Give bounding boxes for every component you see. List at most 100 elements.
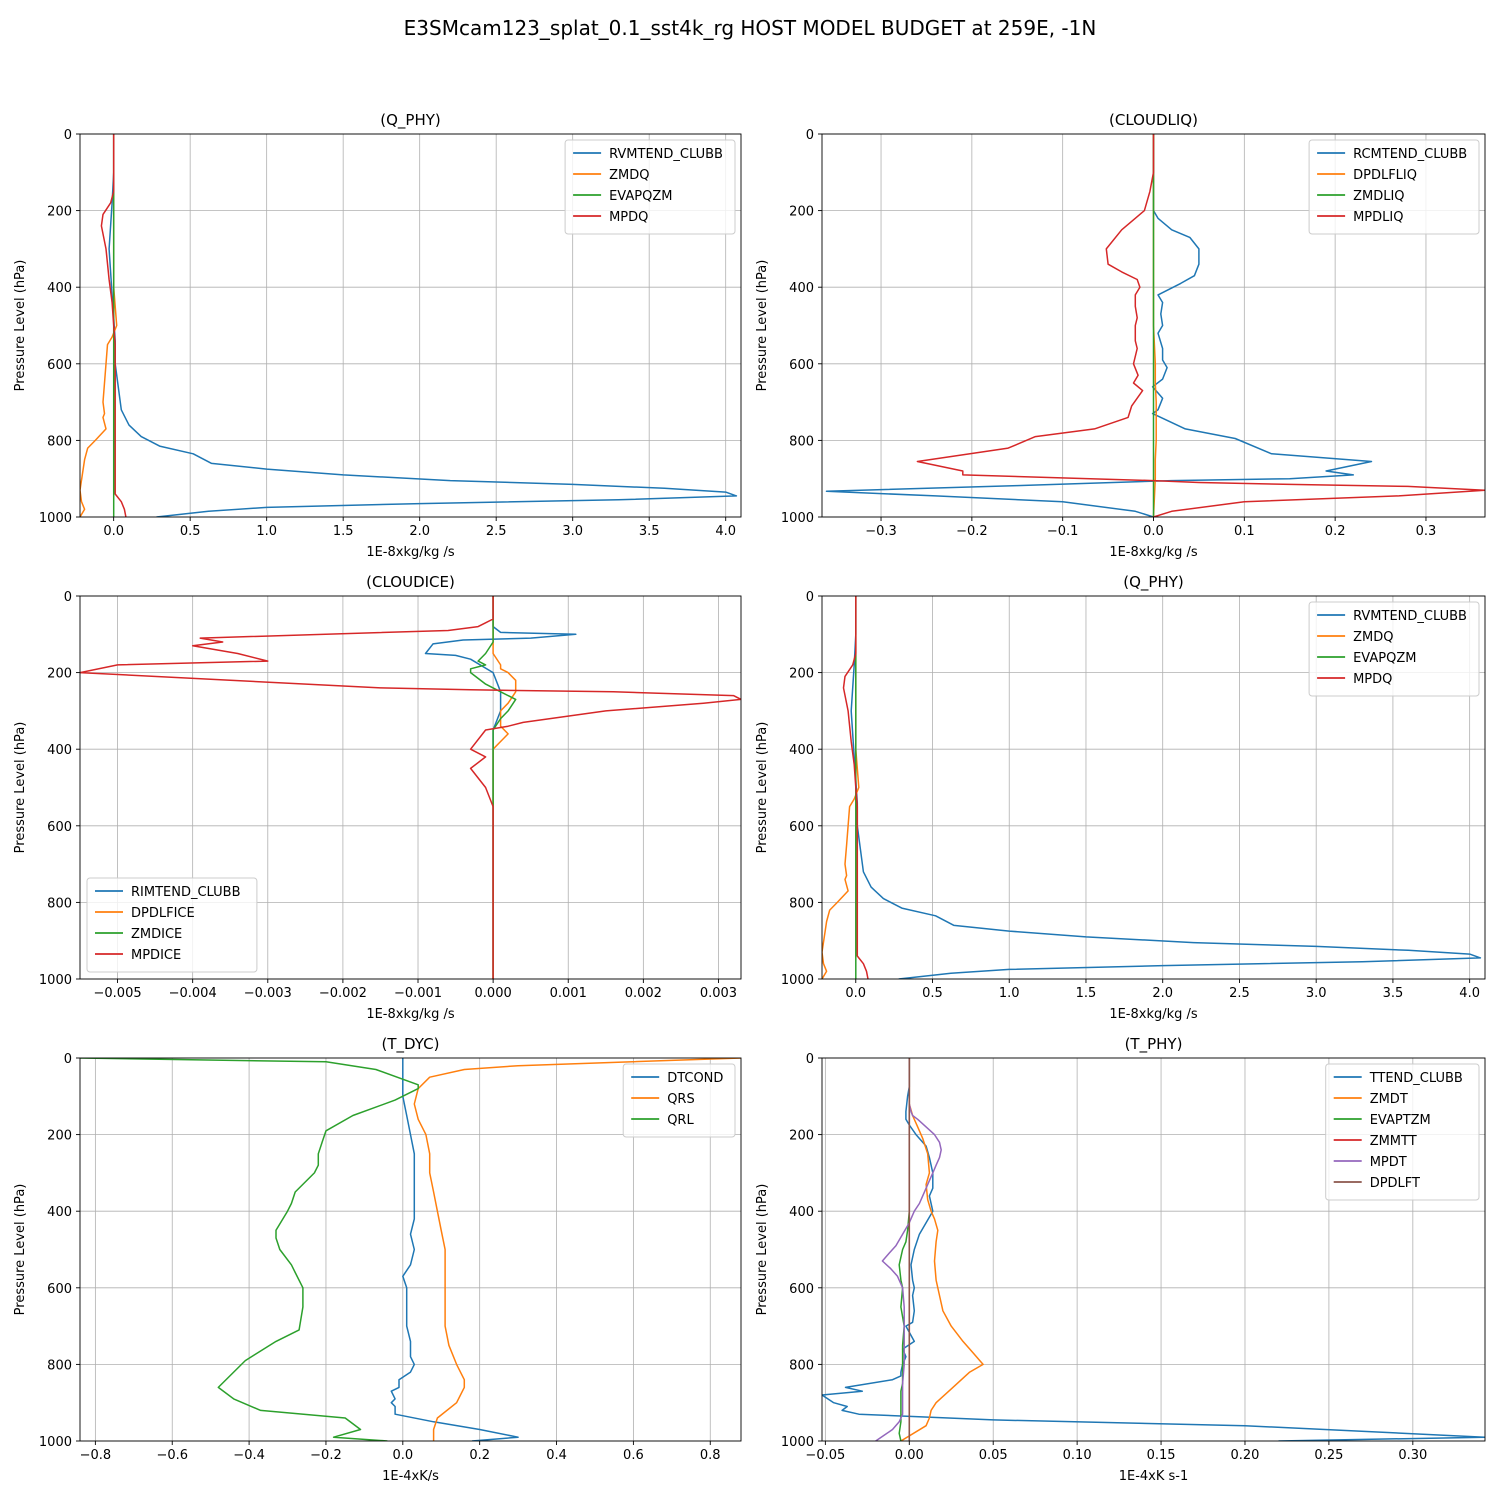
series-line-evaptzm <box>898 1058 911 1441</box>
y-tick-label: 0 <box>806 590 814 605</box>
x-tick-label: 0.5 <box>180 524 201 539</box>
series-line-zmdt <box>900 1058 984 1441</box>
y-tick-label: 400 <box>789 281 814 296</box>
series-group <box>80 1058 741 1441</box>
x-tick-label: 0.0 <box>1143 524 1164 539</box>
x-tick-label: −0.004 <box>169 986 217 1001</box>
legend-label: EVAPQZM <box>1353 651 1416 666</box>
chart-panel-6: −0.05 0.00 0.05 0.10 0.15 0.20 0.25 0.30 0 200 400… <box>755 1035 1486 1484</box>
y-tick-label: 800 <box>47 1358 72 1373</box>
y-tick-label: 200 <box>789 667 814 682</box>
x-tick-label: 3.5 <box>1383 986 1404 1001</box>
y-tick-label: 200 <box>789 205 814 220</box>
x-tick-label: −0.002 <box>319 986 367 1001</box>
legend-label: ZMDQ <box>609 168 649 183</box>
series-line-zmdq <box>822 596 860 979</box>
axes-frame <box>79 133 742 518</box>
y-tick-label: 400 <box>47 1205 72 1220</box>
y-tick-label: 0 <box>64 1052 72 1067</box>
x-tick-label: 1.5 <box>1076 986 1097 1001</box>
legend-label: EVAPTZM <box>1370 1113 1431 1128</box>
x-tick-label: −0.003 <box>244 986 292 1001</box>
x-tick-label: 3.0 <box>562 524 583 539</box>
y-tick-label: 200 <box>47 205 72 220</box>
series-group <box>822 596 1482 979</box>
series-line-qrs <box>413 1058 741 1441</box>
legend: TTEND_CLUBB ZMDT EVAPTZM ZMMTT MPDT DPDLFT <box>1325 1063 1480 1201</box>
x-tick-label: 2.5 <box>486 524 507 539</box>
x-tick-label: 0.002 <box>625 986 662 1001</box>
chart-panel-5: −0.8 −0.6 −0.4 −0.2 0.0 0.2 0.4 0.6 0.8 0 200 400 60… <box>13 1035 742 1484</box>
x-tick-label: −0.6 <box>156 1448 188 1463</box>
axes-frame <box>821 1057 1486 1442</box>
legend-frame <box>86 877 258 973</box>
legend-frame <box>564 139 736 235</box>
y-tick-label: 400 <box>47 743 72 758</box>
x-axis-label: 1E-4xK/s <box>382 1469 439 1484</box>
series-line-mpdq <box>100 134 127 517</box>
axes-frame <box>821 595 1486 980</box>
y-tick-label: 800 <box>789 434 814 449</box>
series-line-zmdice <box>469 596 517 979</box>
y-tick-label: 800 <box>47 896 72 911</box>
x-tick-label: −0.3 <box>865 524 897 539</box>
chart-title: (Q_PHY) <box>1123 573 1184 592</box>
x-tick-label: −0.1 <box>1047 524 1079 539</box>
chart-title: (T_DYC) <box>382 1035 440 1054</box>
x-tick-label: −0.2 <box>956 524 988 539</box>
x-tick-label: −0.4 <box>233 1448 265 1463</box>
legend-frame <box>1308 139 1480 235</box>
y-axis-label: Pressure Level (hPa) <box>13 1184 28 1316</box>
x-tick-label: 0.1 <box>1234 524 1255 539</box>
y-tick-label: 600 <box>47 358 72 373</box>
legend-label: MPDQ <box>609 210 648 225</box>
legend-label: DPDLFICE <box>131 906 195 921</box>
series-line-rvmtend_clubb <box>850 596 1482 979</box>
x-tick-label: 4.0 <box>715 524 736 539</box>
chart-panel-3: −0.005 −0.004 −0.003 −0.002 −0.001 0.000 0.001… <box>13 573 742 1022</box>
x-tick-label: 0.00 <box>895 1448 924 1463</box>
x-tick-label: 1.0 <box>999 986 1020 1001</box>
x-tick-label: 0.30 <box>1398 1448 1427 1463</box>
y-tick-label: 600 <box>789 1282 814 1297</box>
legend: RVMTEND_CLUBB ZMDQ EVAPQZM MPDQ <box>1308 601 1480 697</box>
axes-frame <box>79 595 742 980</box>
legend-label: ZMDT <box>1370 1092 1408 1107</box>
y-tick-label: 1000 <box>39 1435 72 1450</box>
chart-title: (CLOUDLIQ) <box>1109 111 1198 129</box>
legend-label: QRS <box>667 1092 695 1107</box>
chart-panel-2: −0.3 −0.2 −0.1 0.0 0.1 0.2 0.3 0 200 400 600 800 100… <box>755 111 1486 560</box>
x-tick-label: 0.3 <box>1416 524 1437 539</box>
x-axis-label: 1E-8xkg/kg /s <box>1109 1007 1198 1022</box>
x-tick-label: 0.2 <box>1325 524 1346 539</box>
series-line-mpdq <box>842 596 869 979</box>
y-tick-label: 400 <box>47 281 72 296</box>
x-tick-label: 0.5 <box>922 986 943 1001</box>
x-tick-label: 2.5 <box>1229 986 1250 1001</box>
y-tick-label: 0 <box>806 128 814 143</box>
y-tick-label: 800 <box>789 1358 814 1373</box>
y-tick-label: 800 <box>789 896 814 911</box>
series-group <box>825 134 1485 517</box>
y-tick-label: 1000 <box>781 511 814 526</box>
y-axis-label: Pressure Level (hPa) <box>755 1184 770 1316</box>
x-tick-label: −0.05 <box>805 1448 845 1463</box>
legend-label: RCMTEND_CLUBB <box>1353 147 1467 162</box>
series-group <box>822 1058 1485 1441</box>
legend-label: ZMDLIQ <box>1353 189 1404 204</box>
y-tick-label: 1000 <box>39 511 72 526</box>
series-line-rimtend_clubb <box>424 596 577 979</box>
x-axis-label: 1E-8xkg/kg /s <box>1109 545 1198 560</box>
x-tick-label: −0.001 <box>394 986 442 1001</box>
x-tick-label: 0.8 <box>700 1448 721 1463</box>
figure-suptitle: E3SMcam123_splat_0.1_sst4k_rg HOST MODEL… <box>403 16 1097 40</box>
y-axis-label: Pressure Level (hPa) <box>755 722 770 854</box>
x-tick-label: 0.15 <box>1147 1448 1176 1463</box>
x-tick-label: 0.0 <box>392 1448 413 1463</box>
series-group <box>80 134 738 517</box>
y-axis-label: Pressure Level (hPa) <box>13 722 28 854</box>
legend-label: RIMTEND_CLUBB <box>131 885 241 900</box>
y-tick-label: 400 <box>789 743 814 758</box>
series-line-mpdice <box>80 596 741 979</box>
